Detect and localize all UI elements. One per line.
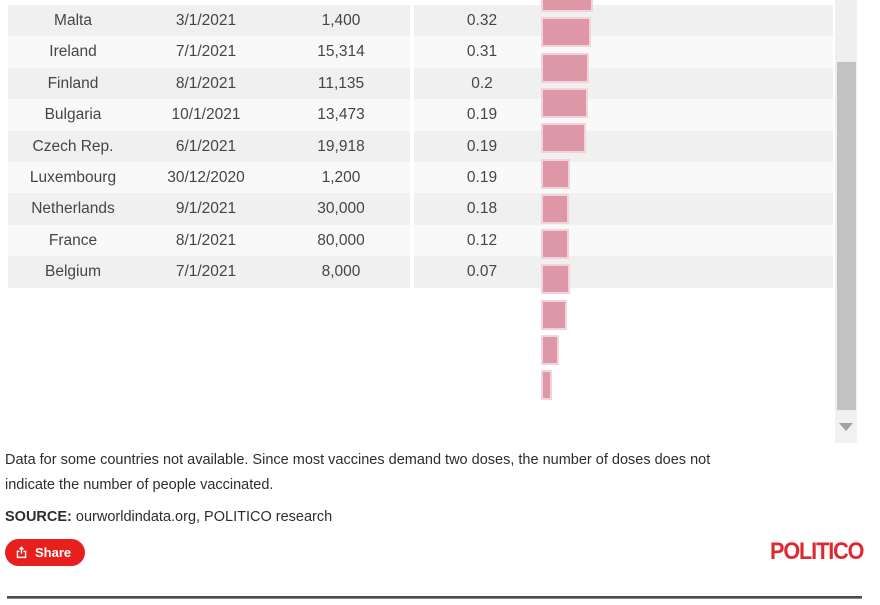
doses-cell: 13,473 <box>317 106 365 124</box>
doses-cell: 8,000 <box>321 263 361 281</box>
date-cell: 9/1/2021 <box>175 200 237 218</box>
bar <box>541 52 589 83</box>
table-row <box>8 130 410 162</box>
politico-logo: POLITICO <box>770 538 864 565</box>
doses-cell: 80,000 <box>317 231 365 249</box>
doses-cell: 30,000 <box>317 200 365 218</box>
table-row <box>8 224 410 257</box>
date-cell: 30/12/2020 <box>167 169 245 186</box>
bar <box>541 87 588 118</box>
bar <box>541 193 569 224</box>
share-button[interactable]: Share <box>5 539 86 566</box>
table-row-chart-section <box>414 130 833 162</box>
bar <box>541 123 586 154</box>
table-row-chart-section <box>414 36 833 68</box>
scrollbar-down-button[interactable] <box>835 412 857 443</box>
country-cell: France <box>48 231 98 249</box>
bar <box>541 370 552 401</box>
country-cell: Netherlands <box>31 200 115 218</box>
table-row <box>8 99 410 131</box>
bar <box>541 335 559 365</box>
source-line: SOURCE: ourworldindata.org, POLITICO res… <box>5 505 332 530</box>
date-cell: 8/1/2021 <box>175 74 237 92</box>
per100-cell: 0.2 <box>471 74 493 92</box>
scrollbar-thumb[interactable] <box>837 62 856 410</box>
table-row <box>8 67 410 100</box>
bar <box>541 229 569 260</box>
per100-cell: 0.19 <box>466 137 498 155</box>
chevron-down-icon <box>839 423 853 431</box>
table-row-chart-section <box>414 162 833 194</box>
per100-cell: 0.18 <box>466 200 498 218</box>
date-cell: 3/1/2021 <box>175 12 237 29</box>
date-cell: 10/1/2021 <box>171 106 241 124</box>
bar <box>541 0 593 12</box>
table-row-chart-section <box>414 67 833 100</box>
per100-cell: 0.32 <box>466 12 498 29</box>
table-row <box>8 162 410 194</box>
per100-cell: 0.12 <box>466 231 498 249</box>
bar <box>541 158 570 189</box>
doses-cell: 19,918 <box>317 137 365 155</box>
per100-cell: 0.31 <box>466 43 498 61</box>
country-cell: Czech Rep. <box>32 137 114 155</box>
table-row <box>8 256 410 288</box>
share-icon <box>15 546 28 559</box>
per100-cell: 0.19 <box>466 106 498 124</box>
footnote: Data for some countries not available. S… <box>5 448 835 498</box>
bottom-divider <box>7 596 862 599</box>
country-cell: Belgium <box>45 263 101 281</box>
footnote-line1: Data for some countries not available. S… <box>5 452 711 468</box>
bar <box>541 264 570 295</box>
country-cell: Ireland <box>49 43 97 61</box>
table-row-chart-section <box>414 193 833 225</box>
source-text: ourworldindata.org, POLITICO research <box>71 509 333 525</box>
bar <box>541 17 591 48</box>
doses-cell: 1,400 <box>321 12 361 29</box>
share-button-label: Share <box>35 545 72 560</box>
table-row-chart-section <box>414 224 833 257</box>
doses-cell: 15,314 <box>317 43 365 61</box>
country-cell: Finland <box>47 74 99 92</box>
doses-cell: 11,135 <box>317 74 365 92</box>
date-cell: 7/1/2021 <box>175 43 237 61</box>
doses-cell: 1,200 <box>321 169 361 186</box>
date-cell: 8/1/2021 <box>175 231 237 249</box>
country-cell: Bulgaria <box>44 106 102 124</box>
country-cell: Luxembourg <box>29 169 117 186</box>
table-row <box>8 193 410 225</box>
table-row-chart-section <box>414 99 833 131</box>
table-row-chart-section <box>414 256 833 288</box>
per100-cell: 0.07 <box>466 263 498 281</box>
footnote-line2: indicate the number of people vaccinated… <box>5 477 274 493</box>
date-cell: 7/1/2021 <box>175 263 237 281</box>
bar <box>541 299 567 330</box>
table-row <box>8 36 410 68</box>
date-cell: 6/1/2021 <box>175 137 237 155</box>
country-cell: Malta <box>54 12 92 29</box>
per100-cell: 0.19 <box>466 169 498 186</box>
table-row <box>8 5 410 37</box>
table-row-chart-section <box>414 5 833 37</box>
source-label: SOURCE: <box>5 509 72 525</box>
